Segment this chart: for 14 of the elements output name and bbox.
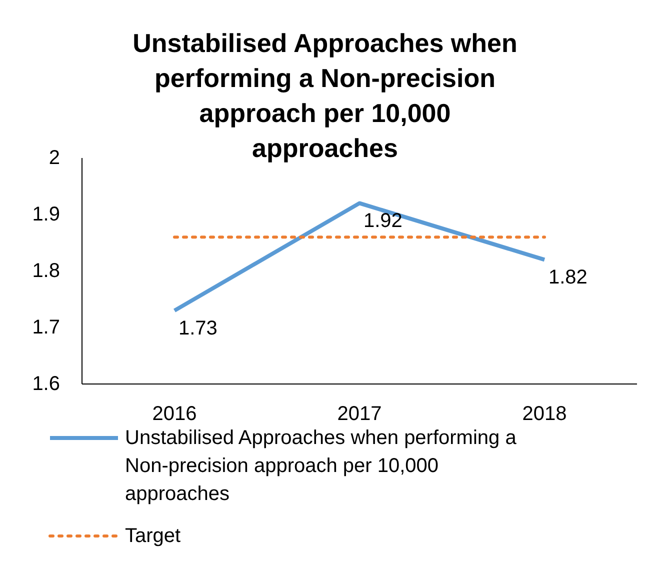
data-label: 1.92	[364, 210, 402, 232]
y-tick-label: 2	[48, 147, 60, 169]
x-tick-label: 2016	[152, 403, 197, 425]
legend-label: Unstabilised Approaches when performing a Non-precision approach per 10,000 approaches	[125, 427, 518, 505]
legend-label: Target	[125, 525, 182, 547]
data-label: 1.73	[178, 318, 218, 340]
y-tick-label: 1.6	[32, 373, 60, 395]
y-tick-label: 1.9	[32, 204, 60, 226]
x-tick-label: 2017	[337, 403, 382, 425]
x-tick-label: 2018	[522, 403, 567, 425]
y-tick-label: 1.8	[32, 260, 60, 282]
y-tick-label: 1.7	[32, 316, 60, 338]
chart-title: Unstabilised Approaches when performing a Non-precision approach per 10,000 approaches	[132, 28, 518, 163]
data-label: 1.82	[548, 266, 588, 289]
